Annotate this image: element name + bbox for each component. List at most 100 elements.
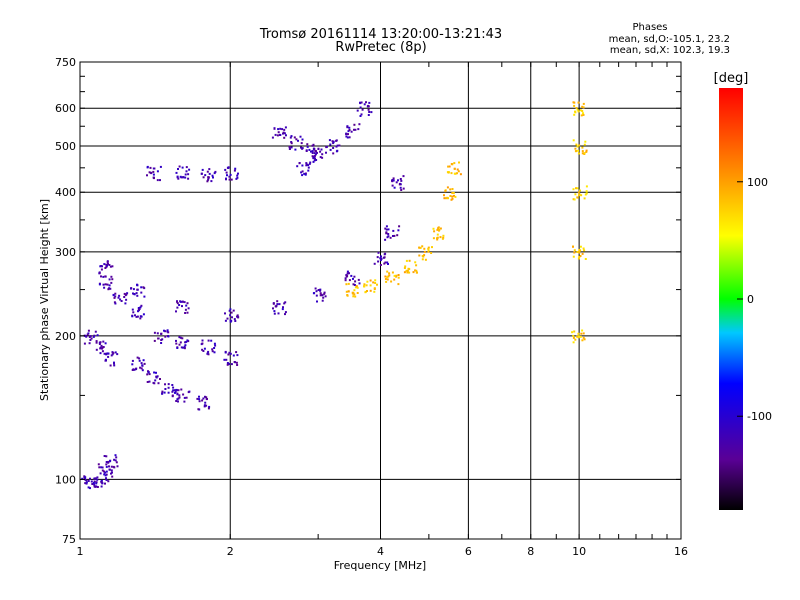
data-point — [105, 455, 108, 458]
data-point — [176, 176, 179, 179]
phase-legend-x: mean, sd,X: 102.3, 19.3 — [609, 45, 730, 56]
data-point — [288, 148, 291, 150]
data-point — [299, 135, 302, 138]
data-point — [338, 144, 341, 147]
data-point — [178, 394, 181, 397]
data-point — [585, 149, 588, 152]
data-point — [184, 176, 187, 179]
data-point — [374, 282, 377, 284]
data-point — [395, 274, 398, 277]
data-point — [321, 153, 324, 156]
data-point — [573, 113, 576, 116]
data-point — [353, 123, 356, 126]
data-point — [175, 171, 178, 174]
data-point — [572, 101, 575, 104]
data-point — [276, 303, 279, 306]
data-point — [155, 375, 158, 378]
data-point — [448, 165, 451, 168]
data-point — [101, 469, 104, 472]
data-point — [353, 293, 356, 296]
data-point — [111, 471, 113, 474]
data-point — [106, 283, 109, 286]
data-point — [283, 302, 286, 305]
data-point — [583, 249, 586, 252]
data-point — [354, 286, 357, 289]
data-point — [101, 482, 104, 485]
data-point — [139, 306, 142, 309]
y-tick-label: 100 — [55, 473, 76, 486]
data-point — [229, 319, 232, 322]
data-point — [284, 301, 287, 304]
data-point — [572, 341, 575, 344]
data-point — [576, 251, 579, 253]
data-point — [348, 272, 350, 275]
data-point — [379, 257, 382, 260]
data-point — [210, 339, 213, 342]
data-point — [306, 145, 309, 148]
data-point — [236, 315, 238, 318]
data-point — [91, 483, 94, 485]
data-point — [114, 295, 117, 298]
data-point — [206, 180, 209, 183]
data-point — [186, 311, 189, 314]
data-point — [412, 271, 415, 274]
data-point — [348, 129, 351, 131]
data-point — [373, 262, 376, 265]
data-point — [105, 473, 108, 476]
data-point — [379, 264, 382, 266]
data-point — [105, 477, 107, 480]
data-point — [585, 185, 588, 188]
data-point — [102, 346, 104, 349]
data-point — [384, 227, 387, 230]
data-point — [387, 228, 390, 231]
data-point — [580, 332, 583, 335]
data-point — [100, 479, 103, 482]
data-point — [149, 166, 152, 169]
data-point — [335, 145, 338, 148]
data-point — [140, 286, 143, 289]
data-point — [236, 176, 239, 179]
data-point — [583, 197, 586, 200]
data-point — [184, 308, 187, 311]
data-point — [295, 138, 298, 141]
data-point — [283, 132, 286, 135]
data-point — [120, 300, 123, 302]
data-point — [177, 389, 180, 392]
data-point — [346, 125, 349, 128]
data-point — [303, 172, 306, 175]
data-point — [406, 271, 409, 274]
data-point — [579, 255, 582, 257]
data-point — [138, 359, 141, 362]
data-point — [228, 178, 231, 181]
data-point — [298, 162, 301, 164]
data-point — [233, 169, 236, 172]
data-point — [140, 362, 143, 365]
data-point — [370, 111, 373, 114]
data-point — [231, 316, 233, 319]
data-point — [103, 470, 105, 473]
data-point — [580, 114, 583, 117]
data-point — [224, 168, 227, 171]
data-point — [377, 251, 380, 254]
data-point — [344, 279, 347, 282]
data-point — [119, 298, 122, 301]
colorbar-tick-label: -100 — [747, 410, 772, 423]
data-point — [224, 312, 226, 315]
data-point — [305, 150, 308, 152]
data-point — [131, 363, 134, 366]
data-point — [402, 187, 405, 190]
data-point — [329, 148, 332, 151]
data-point — [578, 144, 581, 147]
data-point — [176, 393, 179, 396]
data-point — [136, 288, 139, 291]
data-point — [390, 280, 393, 283]
x-tick-label: 6 — [465, 545, 472, 558]
data-point — [139, 317, 142, 320]
data-point — [584, 193, 587, 196]
data-point — [188, 168, 191, 171]
data-point — [377, 260, 380, 263]
data-point — [316, 300, 318, 303]
data-point — [348, 136, 351, 139]
data-point — [578, 255, 581, 258]
